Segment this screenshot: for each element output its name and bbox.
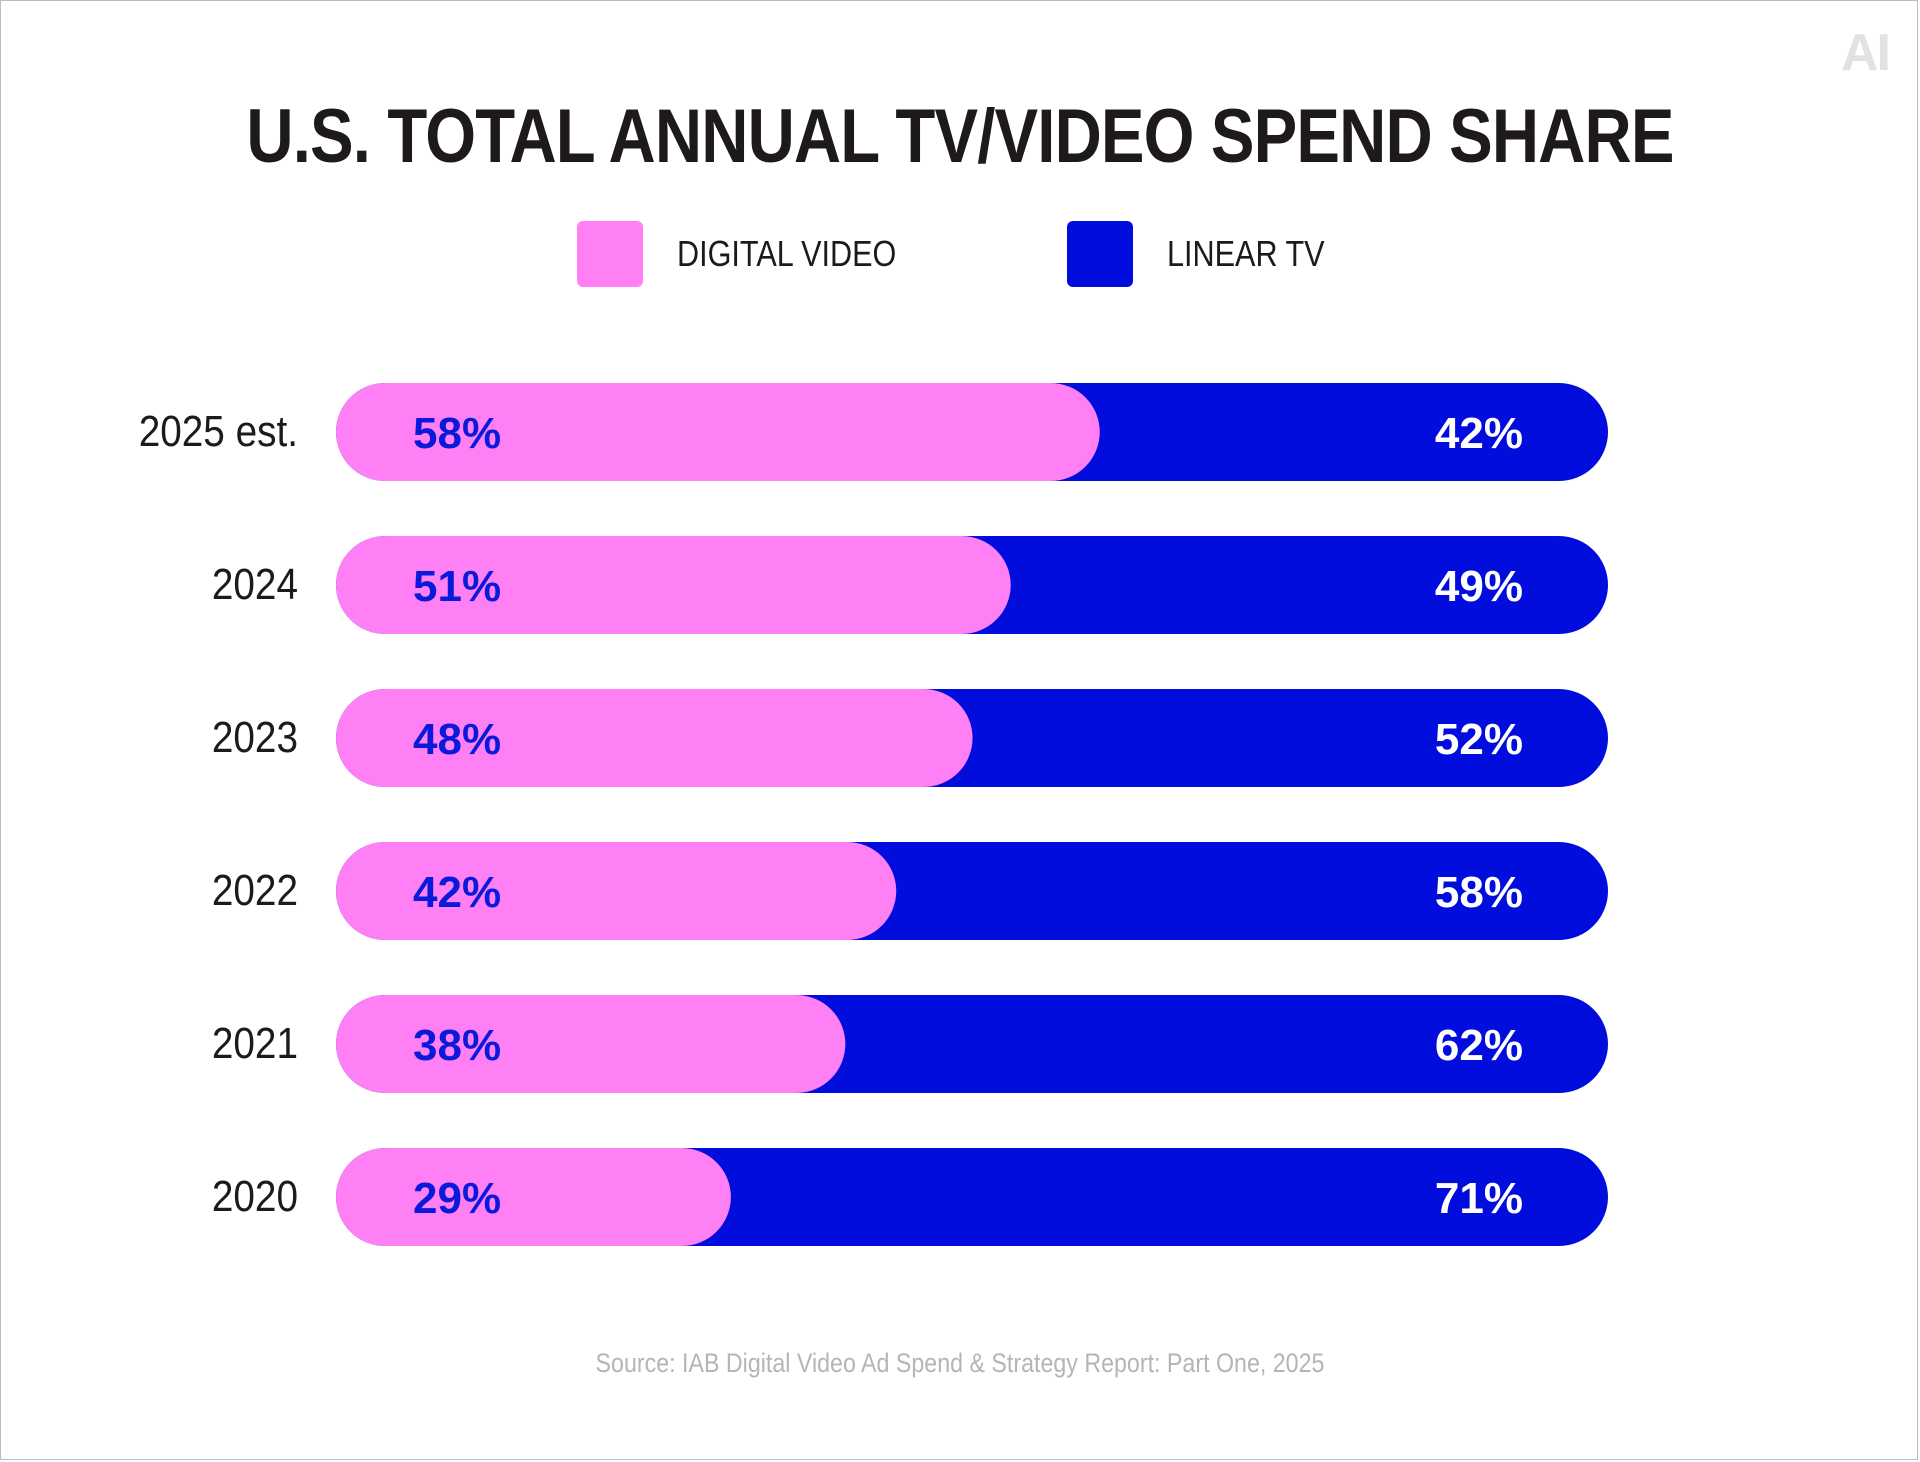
category-label-2021: 2021 xyxy=(211,1019,298,1068)
legend-swatch-digital-video xyxy=(577,221,643,287)
bar-digital-video-2020 xyxy=(336,1148,731,1246)
value-label-digital-video-2022: 42% xyxy=(413,868,501,917)
value-label-linear-tv-2024: 49% xyxy=(1435,562,1523,611)
value-label-digital-video-2021: 38% xyxy=(413,1021,501,1070)
value-label-linear-tv-2022: 58% xyxy=(1435,868,1523,917)
bar-digital-video-2024 xyxy=(336,536,1011,634)
value-label-digital-video-2025-est: 58% xyxy=(413,409,501,458)
value-label-digital-video-2023: 48% xyxy=(413,715,501,764)
category-label-2020: 2020 xyxy=(211,1172,298,1221)
bar-digital-video-2023 xyxy=(336,689,973,787)
category-label-2022: 2022 xyxy=(211,866,298,915)
value-label-linear-tv-2020: 71% xyxy=(1435,1174,1523,1223)
source-note: Source: IAB Digital Video Ad Spend & Str… xyxy=(595,1348,1325,1378)
brand-logo: AI xyxy=(1841,24,1891,82)
value-label-linear-tv-2023: 52% xyxy=(1435,715,1523,764)
bar-digital-video-2021 xyxy=(336,995,846,1093)
value-label-digital-video-2024: 51% xyxy=(413,562,501,611)
value-label-digital-video-2020: 29% xyxy=(413,1174,501,1223)
value-label-linear-tv-2025-est: 42% xyxy=(1435,409,1523,458)
category-label-2024: 2024 xyxy=(211,560,298,609)
legend-swatch-linear-tv xyxy=(1067,221,1133,287)
chart-title: U.S. TOTAL ANNUAL TV/VIDEO SPEND SHARE xyxy=(246,94,1674,179)
bar-digital-video-2025-est xyxy=(336,383,1100,481)
value-label-linear-tv-2021: 62% xyxy=(1435,1021,1523,1070)
legend-label-linear-tv: LINEAR TV xyxy=(1167,233,1325,274)
bar-digital-video-2022 xyxy=(336,842,897,940)
legend-label-digital-video: DIGITAL VIDEO xyxy=(677,233,897,274)
category-label-2025-est: 2025 est. xyxy=(138,407,298,456)
category-label-2023: 2023 xyxy=(211,713,298,762)
